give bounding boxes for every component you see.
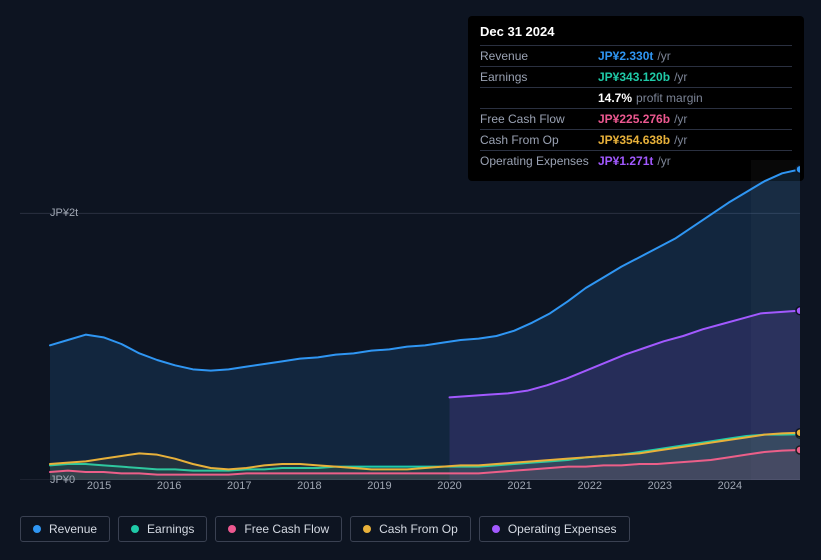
x-axis-label: 2018 bbox=[297, 480, 321, 492]
tooltip-label: Revenue bbox=[480, 49, 598, 63]
tooltip-date: Dec 31 2024 bbox=[480, 24, 792, 45]
x-axis-label: 2022 bbox=[577, 480, 601, 492]
series-end-dot bbox=[796, 165, 800, 173]
x-axis-label: 2024 bbox=[718, 480, 742, 492]
tooltip-value: JP¥354.638b bbox=[598, 133, 670, 147]
legend-label: Cash From Op bbox=[379, 522, 458, 536]
tooltip-row: EarningsJP¥343.120b/yr bbox=[480, 66, 792, 87]
tooltip-suffix: /yr bbox=[674, 112, 687, 126]
tooltip-row: Cash From OpJP¥354.638b/yr bbox=[480, 129, 792, 150]
legend-item[interactable]: Free Cash Flow bbox=[215, 516, 342, 542]
legend-dot-icon bbox=[33, 525, 41, 533]
x-axis-label: 2020 bbox=[437, 480, 461, 492]
tooltip-value: 14.7% bbox=[598, 91, 632, 105]
legend-item[interactable]: Earnings bbox=[118, 516, 207, 542]
legend-label: Free Cash Flow bbox=[244, 522, 329, 536]
legend-label: Earnings bbox=[147, 522, 194, 536]
financials-chart: JP¥0JP¥2t bbox=[20, 160, 800, 480]
chart-svg bbox=[20, 160, 800, 480]
x-axis: 2015 2016 2017 2018 2019 2020 2021 2022 2023 2024 bbox=[20, 480, 800, 500]
tooltip-value: JP¥343.120b bbox=[598, 70, 670, 84]
series-end-dot bbox=[796, 307, 800, 315]
legend-item[interactable]: Operating Expenses bbox=[479, 516, 630, 542]
x-axis-label: 2021 bbox=[507, 480, 531, 492]
tooltip-row: RevenueJP¥2.330t/yr bbox=[480, 45, 792, 66]
tooltip-label: Earnings bbox=[480, 70, 598, 84]
legend-dot-icon bbox=[131, 525, 139, 533]
tooltip-row: Free Cash FlowJP¥225.276b/yr bbox=[480, 108, 792, 129]
legend-dot-icon bbox=[363, 525, 371, 533]
tooltip-row: 14.7% profit margin bbox=[480, 87, 792, 108]
chart-tooltip: Dec 31 2024 RevenueJP¥2.330t/yrEarningsJ… bbox=[468, 16, 804, 181]
tooltip-suffix: profit margin bbox=[636, 91, 703, 105]
series-end-dot bbox=[796, 429, 800, 437]
x-axis-label: 2015 bbox=[87, 480, 111, 492]
tooltip-suffix: /yr bbox=[674, 70, 687, 84]
legend-dot-icon bbox=[228, 525, 236, 533]
legend-dot-icon bbox=[492, 525, 500, 533]
tooltip-suffix: /yr bbox=[657, 49, 670, 63]
x-axis-label: 2023 bbox=[648, 480, 672, 492]
tooltip-label: Free Cash Flow bbox=[480, 112, 598, 126]
x-axis-label: 2016 bbox=[157, 480, 181, 492]
x-axis-label: 2017 bbox=[227, 480, 251, 492]
tooltip-value: JP¥2.330t bbox=[598, 49, 653, 63]
tooltip-suffix: /yr bbox=[674, 133, 687, 147]
legend-label: Operating Expenses bbox=[508, 522, 617, 536]
x-axis-label: 2019 bbox=[367, 480, 391, 492]
chart-legend: Revenue Earnings Free Cash Flow Cash From O… bbox=[20, 516, 630, 542]
tooltip-value: JP¥225.276b bbox=[598, 112, 670, 126]
y-axis-label: JP¥2t bbox=[50, 207, 54, 219]
legend-label: Revenue bbox=[49, 522, 97, 536]
legend-item[interactable]: Revenue bbox=[20, 516, 110, 542]
tooltip-label: Cash From Op bbox=[480, 133, 598, 147]
legend-item[interactable]: Cash From Op bbox=[350, 516, 471, 542]
